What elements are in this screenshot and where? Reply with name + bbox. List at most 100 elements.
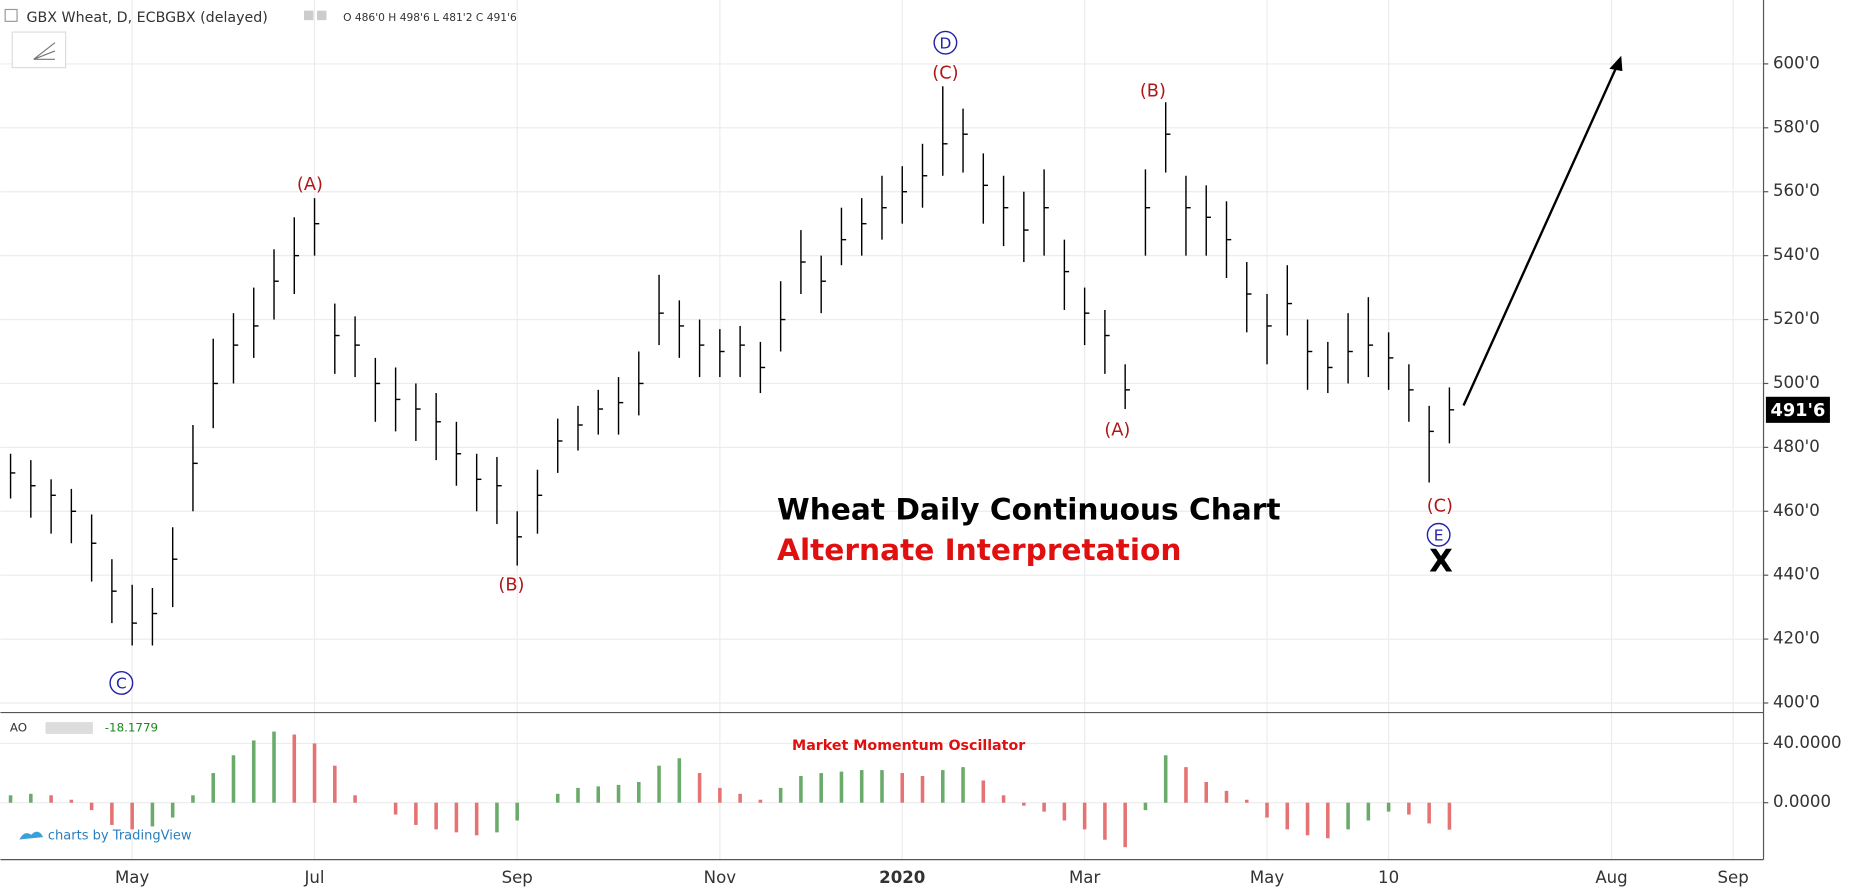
wave-circle	[109, 670, 134, 695]
ao-bar	[839, 771, 844, 803]
ao-bar	[69, 799, 74, 803]
ao-bar	[1326, 802, 1330, 839]
wave-label: (C)	[1427, 495, 1453, 516]
collapse-icon[interactable]	[4, 8, 18, 22]
wave-label: (A)	[1104, 419, 1130, 440]
ao-bar	[333, 765, 337, 803]
x-tick-label: Sep	[502, 868, 533, 887]
chart-subtitle: Alternate Interpretation	[777, 532, 1181, 567]
ao-bar	[434, 802, 438, 830]
ao-bar	[474, 802, 479, 836]
oscillator-title: Market Momentum Oscillator	[792, 738, 1025, 754]
x-tick-label: May	[115, 868, 149, 887]
ao-bar	[150, 802, 155, 827]
x-tick-label: Nov	[704, 868, 737, 887]
ao-bar	[170, 802, 175, 818]
ao-bar	[1265, 802, 1269, 818]
projection-arrow	[1462, 61, 1620, 406]
ao-bar	[89, 802, 94, 811]
ao-bar	[677, 758, 682, 803]
ao-bar	[576, 787, 580, 803]
tool-icon	[33, 42, 56, 60]
ao-bar	[1082, 802, 1087, 830]
wave-label: E	[1434, 526, 1444, 544]
ao-bar	[1143, 802, 1148, 811]
ao-bar	[1285, 802, 1290, 830]
ao-bar	[859, 770, 864, 803]
ao-bar	[1062, 802, 1067, 821]
ao-bar	[880, 770, 884, 803]
ao-bar	[778, 787, 783, 803]
arrow-head	[1609, 55, 1623, 72]
y-tick-label: 580'0	[1773, 117, 1820, 136]
ao-bar	[414, 802, 418, 825]
watermark[interactable]: charts by TradingView	[48, 828, 192, 843]
ao-bar	[495, 802, 499, 833]
ao-bar	[1366, 802, 1371, 821]
wave-label: D	[939, 34, 951, 52]
ao-bar	[272, 731, 276, 803]
ao-bar	[657, 765, 661, 803]
x-tick-label: Sep	[1718, 868, 1749, 887]
wave-label: (C)	[932, 63, 958, 84]
wave-label: (B)	[1140, 80, 1166, 101]
y-tick-label: 560'0	[1773, 181, 1820, 200]
marks	[8, 86, 1455, 848]
indicator-icons[interactable]	[45, 722, 93, 734]
ao-bar	[961, 767, 965, 803]
x-tick-label: May	[1250, 868, 1284, 887]
ao-bar	[312, 743, 317, 803]
x-tick-label: 10	[1378, 868, 1399, 887]
y-tick-label: 600'0	[1773, 53, 1820, 72]
y-tick-label: 480'0	[1773, 437, 1820, 456]
ao-bar	[799, 776, 803, 803]
y-tick-label: 500'0	[1773, 373, 1820, 392]
x-tick-label: Mar	[1069, 868, 1100, 887]
ao-bar	[596, 786, 601, 803]
y-tick-label: 460'0	[1773, 501, 1820, 520]
wave-label: (A)	[297, 174, 323, 195]
ao-bar	[1163, 755, 1168, 803]
ao-bar	[353, 795, 357, 803]
ao-bar	[1346, 802, 1350, 830]
ao-bar	[1204, 781, 1209, 803]
ao-bar	[191, 795, 195, 803]
y-tick-label: 440'0	[1773, 565, 1820, 584]
wave-label: C	[116, 675, 127, 693]
ao-bar	[515, 802, 519, 821]
ao-bar	[251, 740, 256, 803]
ao-bar	[130, 802, 134, 830]
ao-bar	[1001, 795, 1006, 803]
logo	[19, 831, 44, 840]
ao-bar	[697, 773, 702, 803]
ao-bar	[981, 780, 986, 803]
ao-bar	[900, 773, 905, 803]
x-tick-label: Jul	[304, 868, 325, 887]
y-tick-label: 420'0	[1773, 629, 1820, 648]
ao-bar	[8, 795, 13, 803]
ao-bar	[758, 799, 763, 803]
wave-label: X	[1429, 544, 1453, 580]
oscillator-name: AO	[10, 721, 27, 735]
ao-bar	[454, 802, 459, 833]
drawing-tool-button[interactable]	[11, 31, 67, 69]
icon[interactable]	[317, 10, 327, 21]
ao-bar	[1224, 790, 1229, 803]
icon[interactable]	[303, 10, 314, 21]
ao-bar	[1427, 802, 1431, 824]
ao-bar	[110, 802, 114, 825]
ao-bar	[637, 781, 641, 803]
wave-circle	[1426, 522, 1451, 547]
y-tick-label: 0.0000	[1773, 792, 1831, 811]
x-tick-label: Aug	[1595, 868, 1627, 887]
last-price-label: 491'6	[1770, 400, 1825, 421]
oscillator-value: -18.1779	[105, 721, 158, 735]
ao-bar	[49, 795, 53, 803]
ao-bar	[1123, 802, 1127, 848]
ao-bar	[393, 802, 398, 815]
ao-bar	[920, 776, 925, 803]
ao-bar	[1305, 802, 1310, 836]
ohlc-label: O 486'0 H 498'6 L 481'2 C 491'6	[343, 11, 517, 24]
